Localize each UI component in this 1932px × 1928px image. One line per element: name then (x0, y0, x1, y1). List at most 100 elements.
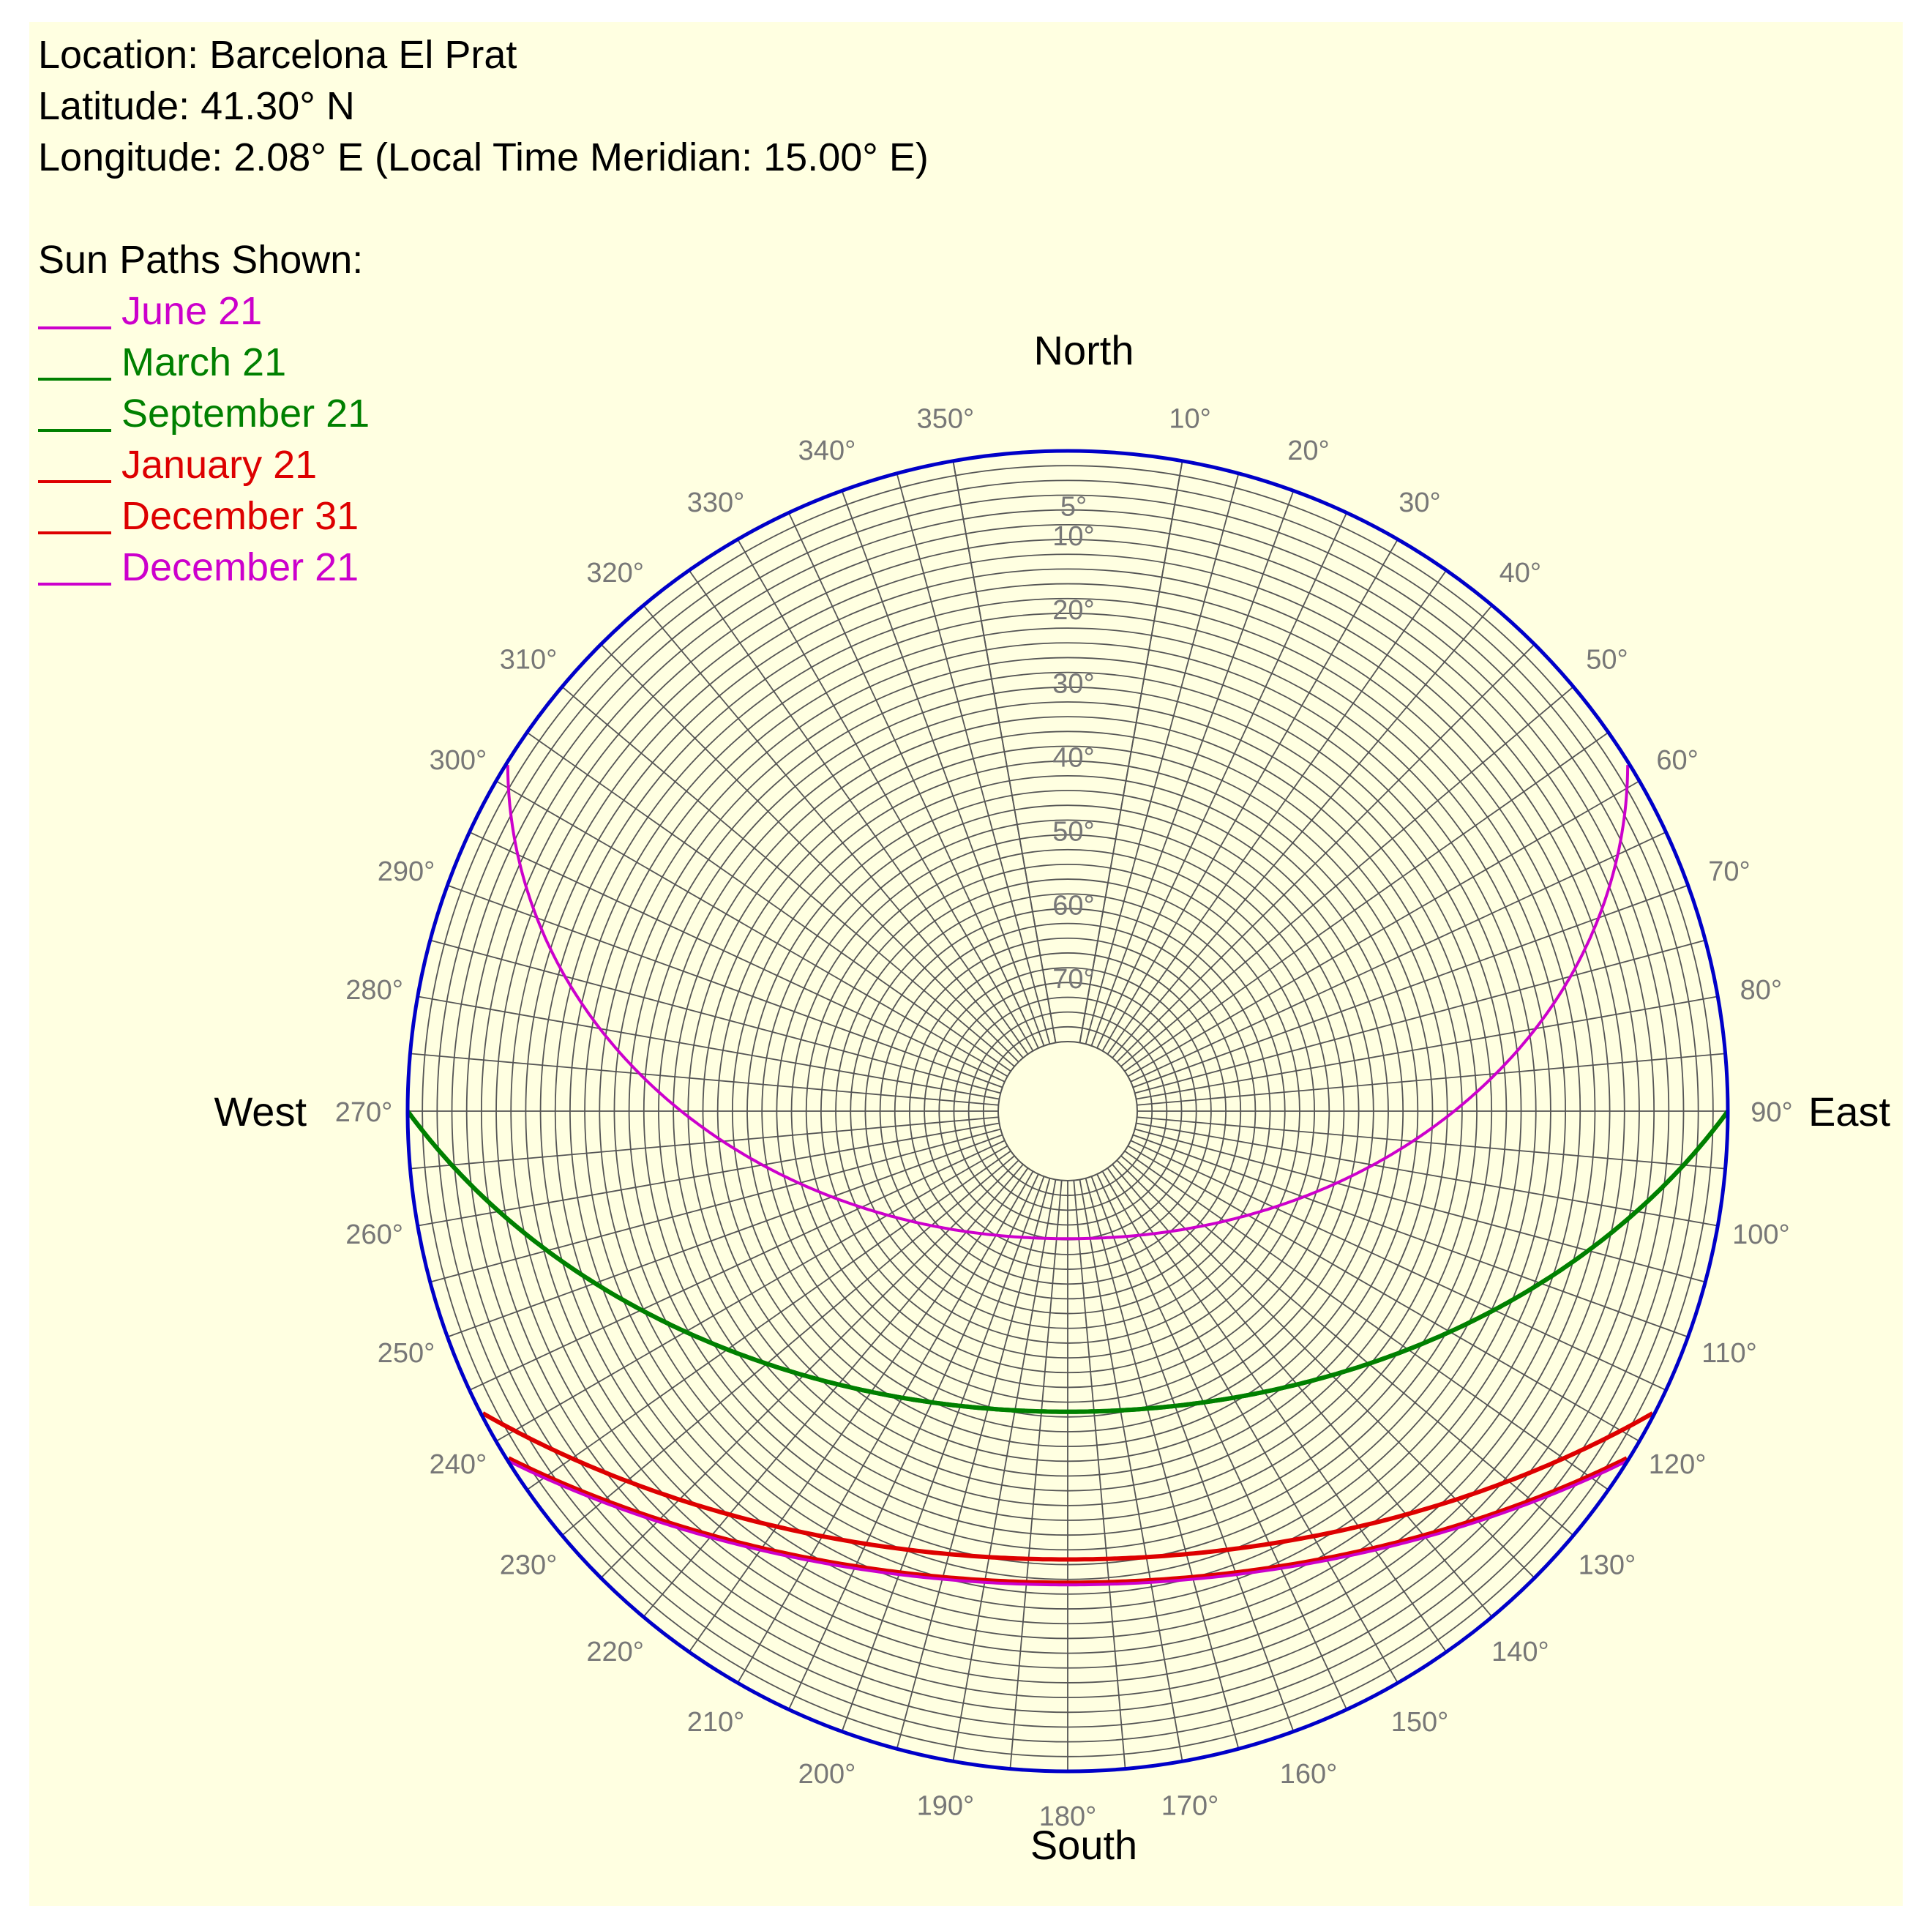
azimuth-line (896, 1178, 1051, 1749)
zenith-circle (997, 1041, 1138, 1181)
azimuth-line (526, 1150, 1011, 1491)
azimuth-line (1120, 686, 1574, 1067)
sun-path-january-21 (482, 1411, 1654, 1562)
azimuth-line (430, 1128, 1001, 1283)
azimuth-tick-label: 50° (1586, 645, 1628, 676)
azimuth-line (1009, 1180, 1063, 1769)
azimuth-line (1120, 1155, 1574, 1536)
azimuth-tick-label: 250° (378, 1338, 435, 1369)
azimuth-line (1130, 1140, 1666, 1391)
azimuth-line (1124, 1150, 1609, 1491)
legend-swatch (38, 480, 111, 483)
north-label: North (1034, 327, 1134, 373)
azimuth-tick-label: 270° (335, 1097, 393, 1128)
azimuth-tick-label: 200° (798, 1759, 856, 1790)
azimuth-tick-label: 30° (1399, 487, 1440, 518)
azimuth-tick-label: 180° (1039, 1801, 1097, 1832)
legend-label: December 31 (121, 494, 359, 538)
azimuth-tick-label: 130° (1579, 1550, 1636, 1580)
legend-swatch (38, 531, 111, 534)
azimuth-line (1107, 569, 1448, 1055)
azimuth-line (430, 939, 1001, 1094)
azimuth-line (469, 1140, 1006, 1391)
altitude-tick-label: 5° (1060, 491, 1087, 522)
azimuth-line (1073, 1180, 1126, 1769)
azimuth-tick-label: 10° (1169, 404, 1210, 435)
azimuth-line (1124, 731, 1609, 1072)
azimuth-line (787, 1173, 1039, 1710)
azimuth-line (469, 831, 1006, 1083)
azimuth-tick-label: 350° (917, 404, 975, 435)
longitude-text: Longitude: 2.08° E (Local Time Meridian:… (38, 135, 929, 179)
azimuth-line (952, 1179, 1057, 1762)
legend-item: December 21 (38, 542, 929, 593)
azimuth-line (1112, 1164, 1493, 1618)
azimuth-line (1137, 1053, 1726, 1106)
sun-path-june-21 (506, 765, 1630, 1241)
azimuth-line (417, 995, 1000, 1100)
legend-item: December 31 (38, 490, 929, 542)
azimuth-line (1079, 460, 1183, 1043)
azimuth-tick-label: 210° (687, 1707, 745, 1738)
azimuth-line (1112, 605, 1493, 1058)
chart-panel (29, 22, 1903, 1906)
azimuth-line (1134, 1128, 1706, 1283)
azimuth-tick-label: 160° (1280, 1759, 1338, 1790)
azimuth-tick-label: 80° (1740, 975, 1782, 1006)
legend-label: March 21 (121, 340, 287, 384)
azimuth-tick-label: 120° (1649, 1449, 1707, 1480)
azimuth-line (1134, 939, 1706, 1094)
azimuth-tick-label: 110° (1701, 1338, 1757, 1369)
azimuth-line (1127, 780, 1640, 1077)
legend-item: January 21 (38, 439, 929, 490)
azimuth-line (1079, 1179, 1183, 1762)
legend: June 21 March 21 September 21 January 21 Dec… (38, 285, 929, 593)
azimuth-line (1137, 1116, 1726, 1170)
azimuth-line (841, 490, 1045, 1047)
azimuth-tick-label: 340° (798, 436, 856, 466)
azimuth-line (787, 512, 1039, 1049)
azimuth-line (952, 460, 1057, 1043)
legend-label: June 21 (121, 289, 263, 333)
azimuth-tick-label: 280° (345, 975, 403, 1006)
azimuth-line (1101, 539, 1399, 1052)
legend-item: June 21 (38, 285, 929, 337)
legend-swatch (38, 583, 111, 586)
azimuth-tick-label: 90° (1751, 1097, 1792, 1128)
east-label: East (1808, 1088, 1890, 1135)
azimuth-tick-label: 320° (586, 558, 644, 589)
legend-item: September 21 (38, 388, 929, 439)
azimuth-line (495, 1145, 1008, 1442)
azimuth-line (447, 1134, 1003, 1338)
azimuth-line (410, 1053, 999, 1106)
altitude-tick-label: 20° (1052, 595, 1094, 626)
azimuth-line (688, 569, 1029, 1055)
azimuth-tick-label: 70° (1708, 856, 1750, 887)
azimuth-line (1132, 884, 1688, 1088)
azimuth-line (1116, 1159, 1535, 1579)
altitude-tick-label: 60° (1052, 890, 1094, 921)
altitude-tick-label: 30° (1052, 669, 1094, 700)
azimuth-line (1090, 490, 1295, 1047)
azimuth-tick-label: 190° (917, 1790, 975, 1821)
legend-label: December 21 (121, 545, 359, 589)
sun-path-december-31 (508, 1456, 1628, 1585)
azimuth-line (526, 731, 1011, 1072)
azimuth-line (737, 1170, 1034, 1684)
azimuth-tick-label: 240° (430, 1449, 487, 1480)
azimuth-line (495, 780, 1008, 1077)
azimuth-tick-label: 310° (500, 645, 558, 676)
legend-label: January 21 (121, 443, 318, 487)
altitude-tick-label: 70° (1052, 964, 1094, 995)
azimuth-line (1136, 995, 1718, 1100)
legend-swatch (38, 326, 111, 329)
azimuth-line (561, 1155, 1015, 1536)
azimuth-line (896, 473, 1051, 1045)
azimuth-line (600, 643, 1019, 1063)
sun-paths (405, 765, 1730, 1587)
azimuth-tick-label: 330° (687, 487, 745, 518)
altitude-tick-label: 50° (1052, 816, 1094, 847)
grid (408, 460, 1728, 1771)
azimuth-tick-label: 170° (1161, 1790, 1219, 1821)
